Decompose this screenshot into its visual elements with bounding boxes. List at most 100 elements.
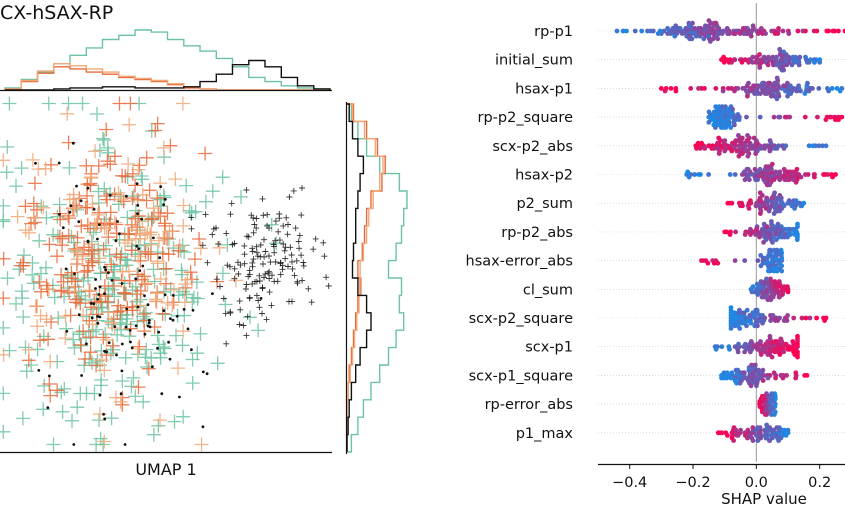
- shap-point: [793, 198, 799, 204]
- umap-point: [91, 158, 106, 173]
- umap-point: [114, 192, 129, 207]
- shap-point: [774, 62, 779, 68]
- shap-point: [722, 148, 728, 154]
- shap-point: [692, 26, 698, 31]
- umap-point: [61, 226, 65, 230]
- umap-point: [0, 271, 15, 286]
- umap-point: [98, 393, 102, 397]
- shap-point: [795, 333, 800, 339]
- umap-point: [120, 210, 135, 225]
- umap-point: [312, 235, 319, 242]
- shap-point: [802, 373, 808, 378]
- umap-point: [62, 160, 77, 175]
- umap-point: [88, 144, 103, 159]
- shap-point: [728, 125, 734, 130]
- umap-point: [90, 316, 94, 320]
- umap-point: [191, 308, 195, 312]
- shap-point: [732, 258, 738, 263]
- shap-point: [781, 318, 787, 323]
- shap-point: [729, 59, 734, 65]
- umap-point: [122, 117, 137, 132]
- umap-point: [119, 258, 134, 273]
- umap-point: [285, 263, 291, 270]
- umap-point: [205, 184, 220, 199]
- shap-point: [823, 143, 829, 149]
- umap-point: [262, 270, 269, 277]
- umap-point: [176, 198, 191, 213]
- shap-point: [791, 315, 797, 321]
- shap-point: [742, 258, 748, 263]
- umap-point: [280, 241, 287, 247]
- shap-point: [758, 253, 764, 258]
- shap-point: [755, 31, 761, 36]
- shap-point: [765, 62, 771, 68]
- umap-point: [217, 283, 223, 290]
- umap-point: [39, 312, 54, 327]
- umap-point: [177, 295, 192, 310]
- umap-point: [92, 251, 107, 266]
- shap-point: [776, 294, 782, 300]
- umap-point: [155, 246, 170, 261]
- shap-point: [624, 28, 629, 34]
- umap-point: [154, 199, 169, 214]
- shap-point: [762, 91, 768, 96]
- umap-point: [180, 272, 195, 287]
- shap-point: [745, 435, 750, 441]
- shap-point: [698, 172, 703, 177]
- umap-point: [288, 252, 295, 258]
- umap-point: [86, 225, 101, 240]
- umap-point: [201, 425, 205, 429]
- shap-point: [760, 320, 765, 326]
- umap-point: [150, 254, 165, 269]
- umap-point: [133, 283, 148, 298]
- shap-point: [830, 174, 835, 180]
- umap-point: [231, 240, 238, 247]
- umap-point: [80, 188, 94, 203]
- umap-point: [235, 259, 241, 266]
- shap-point: [713, 104, 719, 110]
- shap-point: [736, 341, 741, 347]
- umap-point: [144, 212, 159, 227]
- umap-point: [257, 242, 264, 248]
- shap-x-tick-label: 0.2: [808, 475, 831, 491]
- umap-point: [99, 221, 114, 236]
- umap-point: [268, 302, 275, 309]
- shap-point: [798, 203, 804, 209]
- shap-point: [758, 146, 764, 151]
- umap-point: [160, 392, 164, 396]
- umap-point: [279, 262, 286, 269]
- shap-point: [713, 346, 719, 352]
- umap-point: [55, 238, 70, 253]
- umap-point: [137, 324, 152, 339]
- umap-point: [236, 298, 243, 305]
- umap-point: [227, 211, 234, 218]
- shap-point: [744, 114, 749, 120]
- shap-point: [752, 289, 758, 295]
- shap-point: [786, 31, 792, 36]
- shap-point: [787, 226, 793, 232]
- umap-point: [98, 285, 102, 289]
- umap-point: [250, 215, 257, 221]
- shap-point: [747, 177, 752, 183]
- umap-point: [101, 230, 116, 245]
- shap-point: [693, 33, 699, 39]
- shap-point: [766, 54, 771, 60]
- umap-point: [124, 379, 139, 394]
- shap-point: [803, 315, 809, 321]
- umap-point: [243, 310, 257, 325]
- umap-point: [140, 276, 155, 291]
- shap-point: [758, 211, 763, 217]
- shap-point: [769, 161, 775, 167]
- shap-point: [817, 59, 823, 65]
- umap-point: [121, 157, 136, 171]
- umap-point: [300, 259, 307, 266]
- shap-feature-label: hsax-p1: [515, 81, 573, 97]
- shap-point: [690, 20, 695, 26]
- shap-point: [802, 114, 808, 120]
- umap-point: [96, 242, 111, 257]
- umap-point: [250, 229, 257, 236]
- shap-point: [727, 31, 732, 36]
- shap-feature-label: rp-p2_abs: [501, 225, 573, 241]
- shap-point: [761, 54, 767, 60]
- shap-point: [790, 339, 796, 344]
